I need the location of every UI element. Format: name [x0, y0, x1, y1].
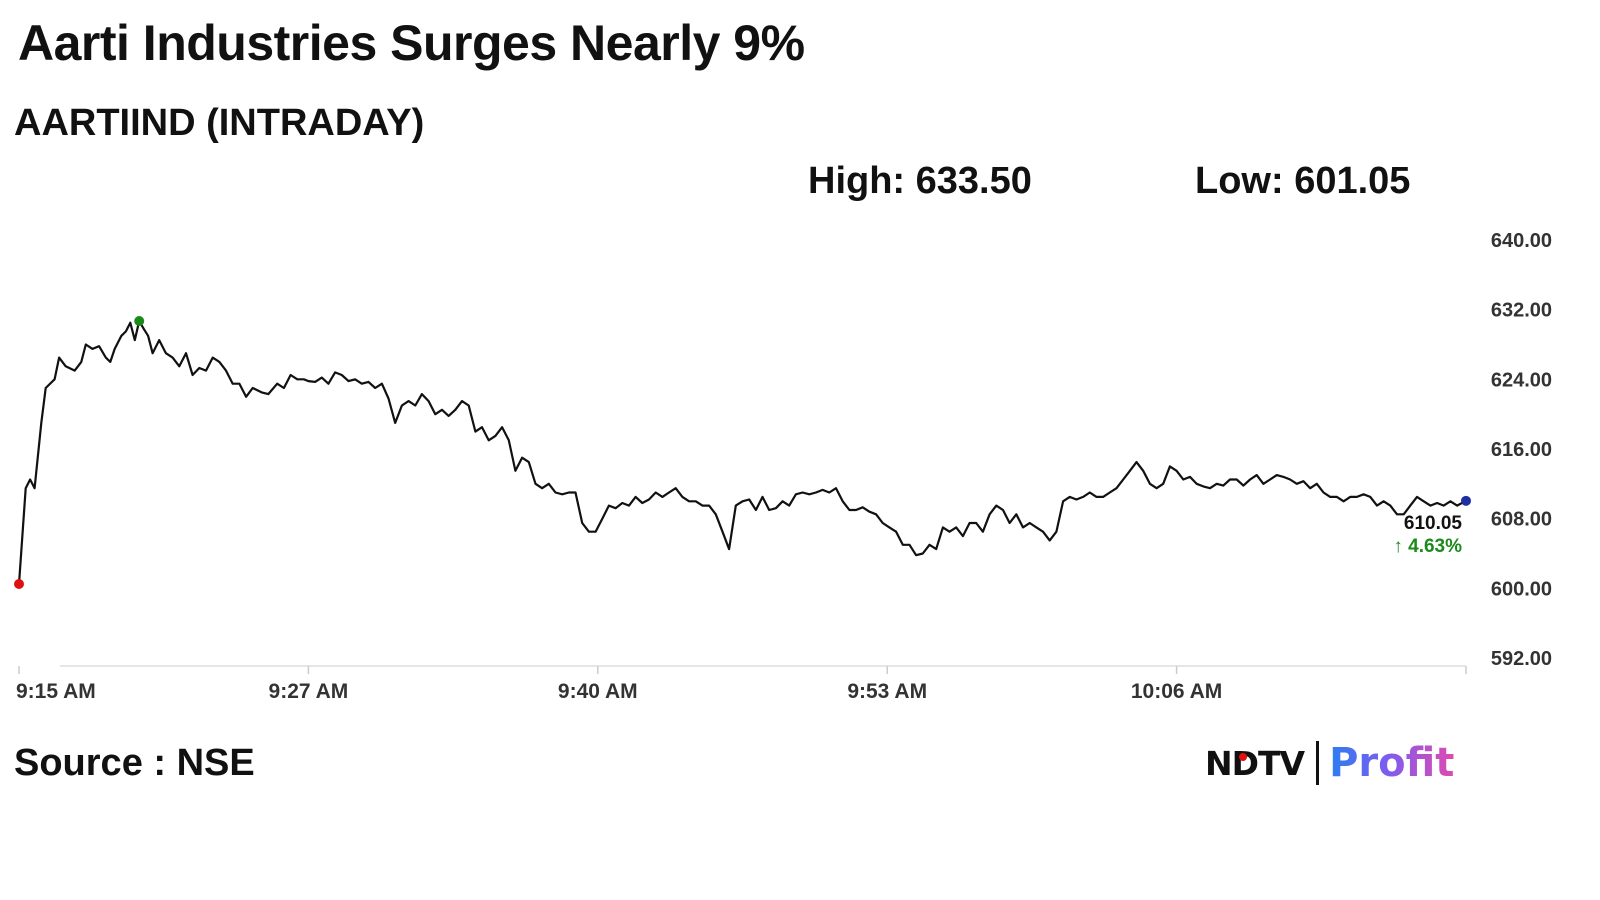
open-marker	[14, 578, 24, 589]
price-chart: 9:15 AM 9:27 AM 9:40 AM 9:53 AM 10:06 AM 640…	[14, 230, 1552, 703]
last-price-label: 610.05	[1404, 513, 1463, 534]
source-note: Source : NSE	[14, 742, 255, 784]
x-tick-label: 9:27 AM	[269, 680, 349, 703]
y-tick-label: 640.00	[1491, 230, 1552, 252]
change-percent-label: ↑ 4.63%	[1393, 536, 1462, 557]
y-tick-label: 592.00	[1491, 648, 1552, 670]
high-marker	[134, 315, 145, 326]
y-axis: 640.00 632.00 624.00 616.00 608.00 600.00 592.…	[1491, 230, 1552, 670]
chart-title: Aarti Industries Surges Nearly 9%	[18, 15, 805, 71]
high-stat: High: 633.50	[808, 160, 1032, 202]
logo-ndtv-text: NDTV	[1205, 743, 1305, 783]
last-marker	[1461, 495, 1471, 506]
y-tick-label: 624.00	[1491, 369, 1552, 391]
markers	[14, 315, 1471, 589]
chart-subtitle: AARTIIND (INTRADAY)	[14, 102, 425, 144]
logo-red-dot-icon	[1239, 753, 1247, 761]
low-stat: Low: 601.05	[1195, 160, 1411, 202]
logo-profit-text: Profit	[1329, 740, 1455, 786]
y-tick-label: 600.00	[1491, 578, 1552, 600]
x-tick-label: 9:40 AM	[558, 680, 638, 703]
series-area	[17, 319, 1467, 585]
last-price-annotation: 610.05 ↑ 4.63%	[1393, 513, 1462, 557]
price-line	[17, 319, 1467, 585]
y-tick-label: 608.00	[1491, 509, 1552, 531]
x-tick-label: 9:53 AM	[847, 680, 927, 703]
ndtv-profit-logo: NDTV Profit	[1205, 738, 1454, 788]
x-tick-label: 10:06 AM	[1131, 680, 1222, 703]
x-axis: 9:15 AM 9:27 AM 9:40 AM 9:53 AM 10:06 AM	[16, 665, 1467, 703]
logo-divider	[1316, 741, 1320, 785]
x-tick-label: 9:15 AM	[16, 680, 96, 703]
y-tick-label: 632.00	[1491, 300, 1552, 322]
y-tick-label: 616.00	[1491, 439, 1552, 461]
